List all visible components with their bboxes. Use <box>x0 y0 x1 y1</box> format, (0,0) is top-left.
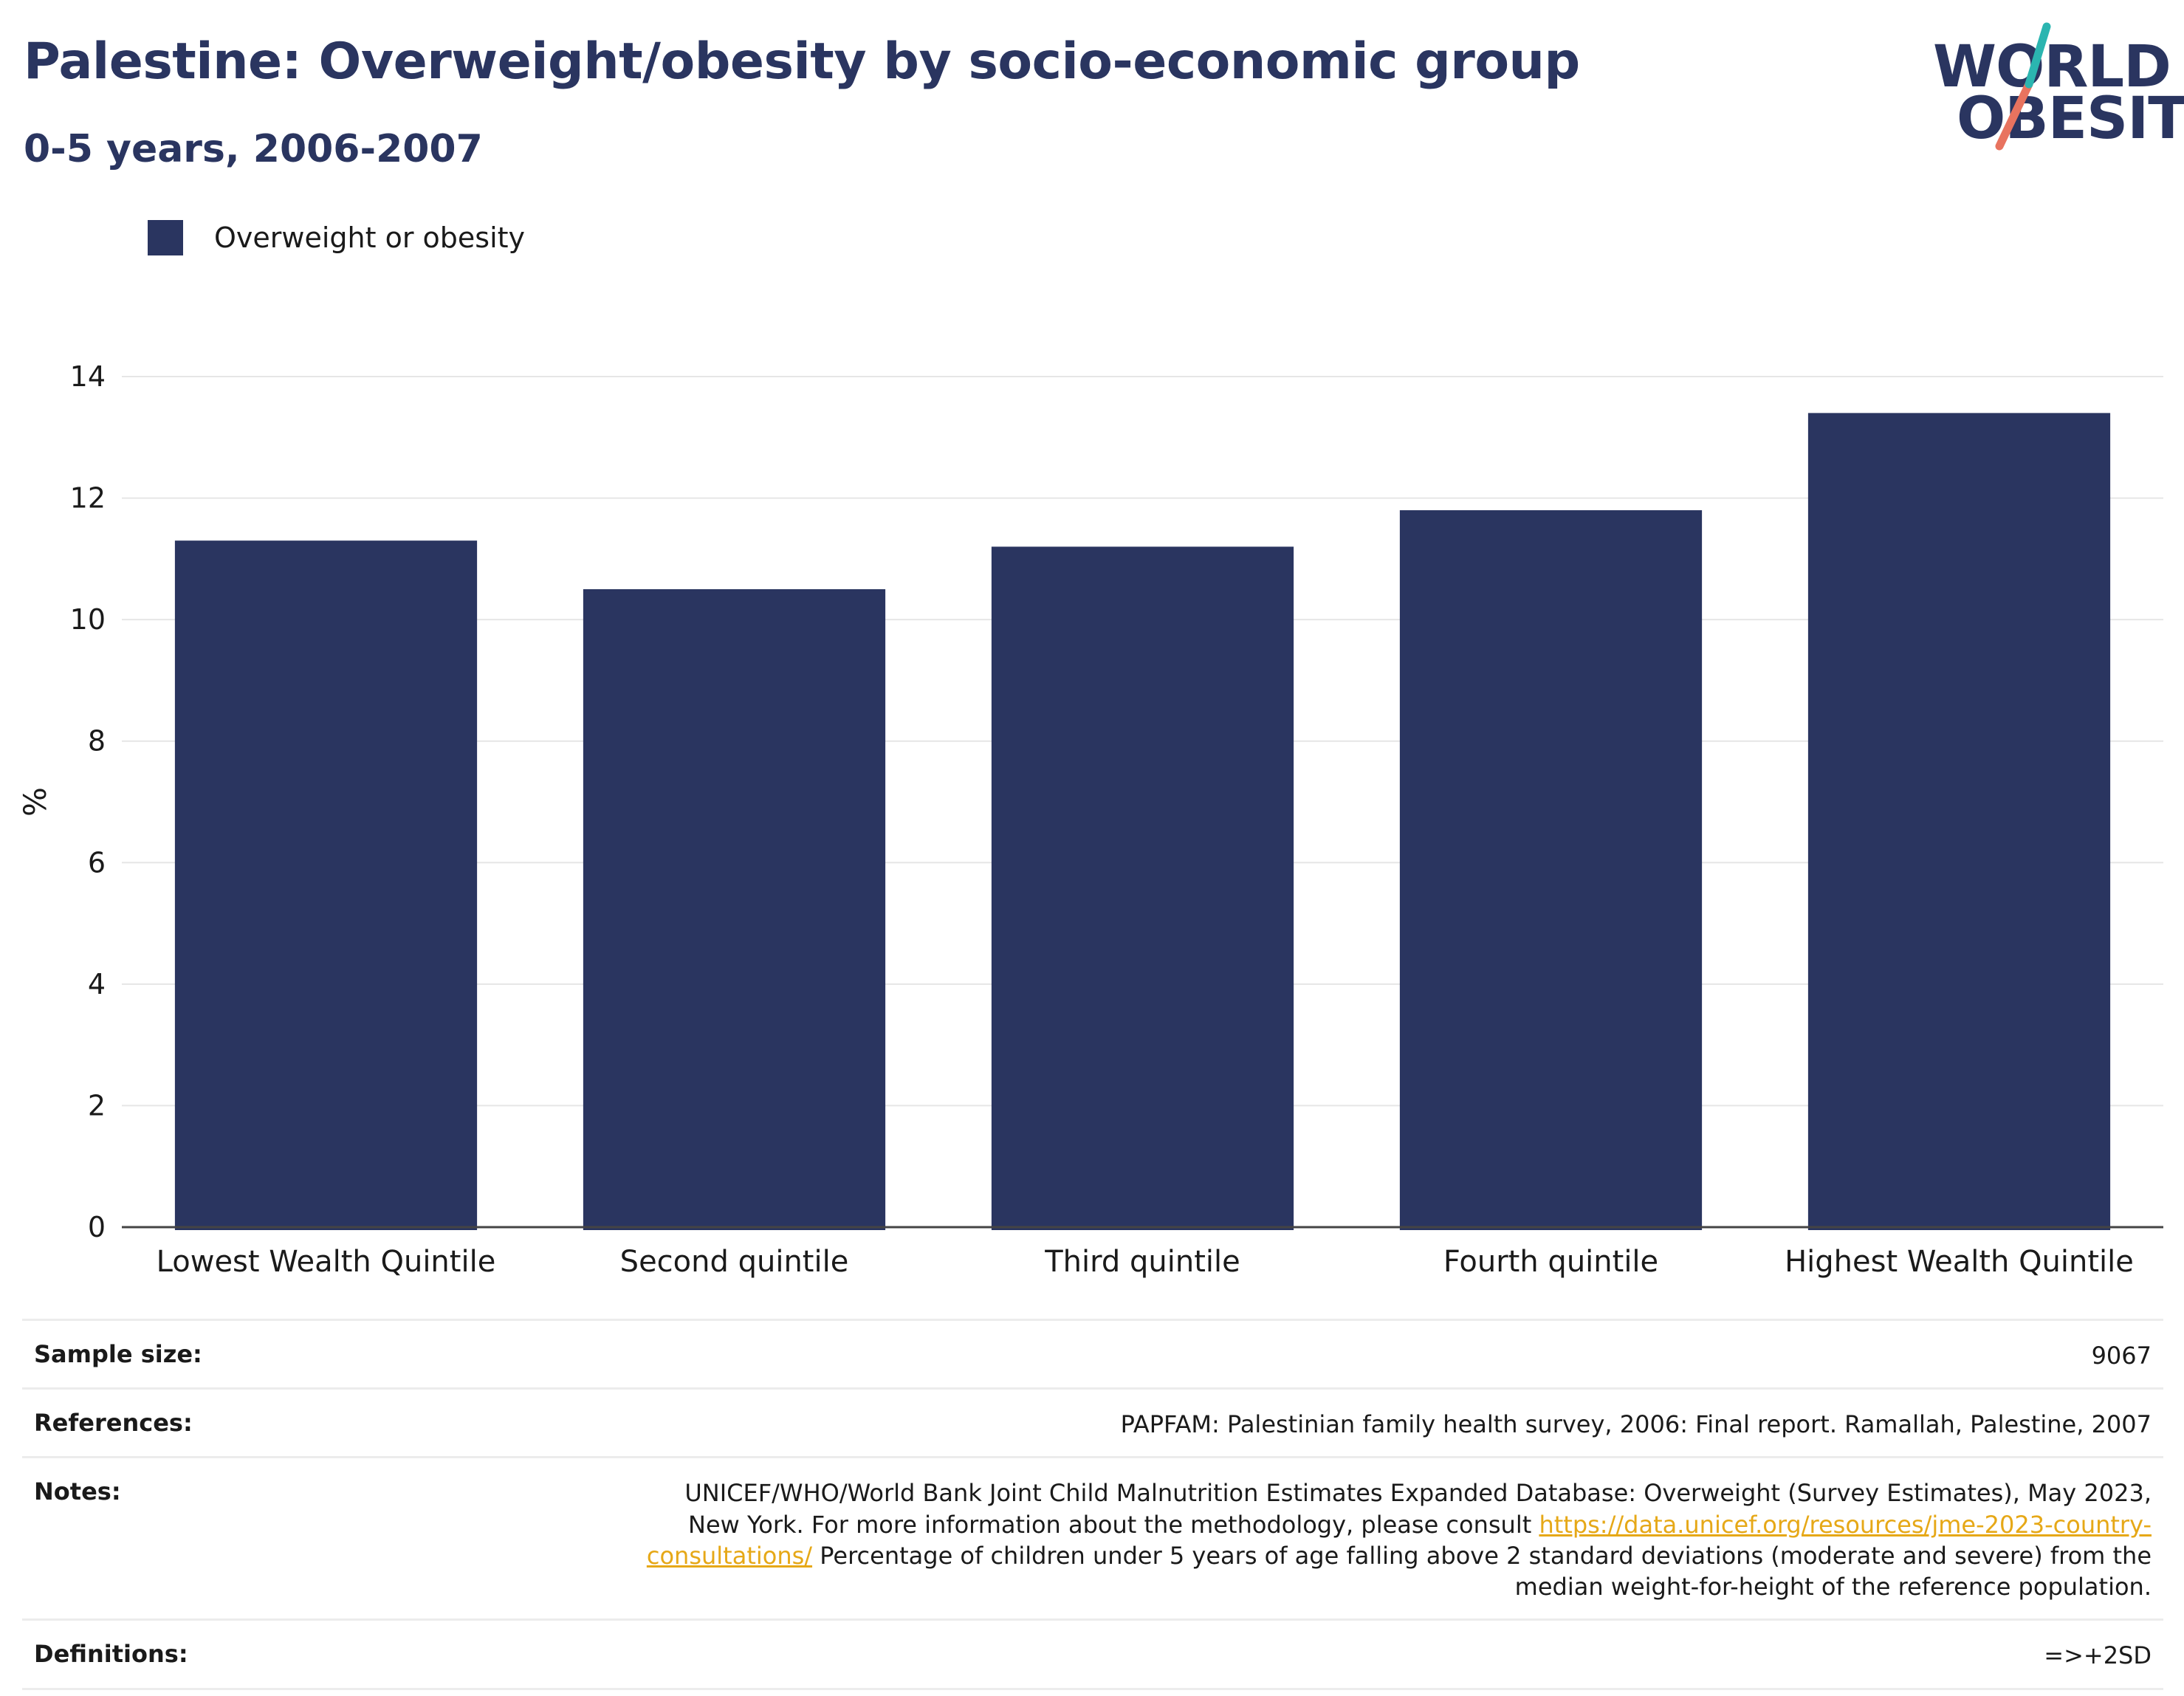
x-tick-label: Highest Wealth Quintile <box>1785 1245 2134 1279</box>
bar <box>991 546 1294 1230</box>
y-tick-label: 10 <box>70 603 106 636</box>
definitions-label: Definitions: <box>34 1640 188 1669</box>
chart-title: Palestine: Overweight/obesity by socio-e… <box>24 32 1580 91</box>
bar-chart: 0 2 4 6 8 10 12 14 Lowest Wealth Quintile Second … <box>17 360 2163 1279</box>
references-label: References: <box>34 1409 193 1438</box>
legend-swatch <box>148 220 183 255</box>
definitions-value: =>+2SD <box>2044 1641 2152 1670</box>
logo-word-obesity: OBESITY <box>1957 86 2184 152</box>
y-tick-label: 0 <box>88 1211 106 1243</box>
sample-size-row: Sample size: 9067 <box>22 1319 2163 1387</box>
y-tick-label: 2 <box>88 1089 106 1122</box>
legend-label: Overweight or obesity <box>214 222 526 254</box>
bar <box>1399 510 1703 1230</box>
x-tick-label: Lowest Wealth Quintile <box>157 1245 496 1279</box>
notes-value: UNICEF/WHO/World Bank Joint Child Malnut… <box>638 1477 2152 1602</box>
notes-row: Notes: UNICEF/WHO/World Bank Joint Child… <box>22 1456 2163 1618</box>
y-tick-label: 14 <box>70 360 106 393</box>
y-axis-label: % <box>17 787 53 817</box>
world-obesity-logo: WORLD OBESITY <box>1920 22 2184 162</box>
y-tick-label: 12 <box>70 482 106 515</box>
notes-text-2: Percentage of children under 5 years of … <box>812 1541 2152 1601</box>
sample-size-label: Sample size: <box>34 1340 202 1368</box>
logo-slash-icon <box>1995 22 2051 151</box>
notes-text-1: UNICEF/WHO/World Bank Joint Child Malnut… <box>684 1479 2152 1539</box>
notes-label: Notes: <box>34 1477 121 1506</box>
y-tick-label: 8 <box>88 725 106 758</box>
logo-word-world: WORLD <box>1933 34 2171 100</box>
notes-link[interactable]: https://data.unicef.org/resources/jme-20… <box>646 1510 2152 1570</box>
definitions-row: Definitions: =>+2SD <box>22 1618 2163 1690</box>
y-tick-label: 4 <box>88 968 106 1000</box>
sample-size-value: 9067 <box>2091 1342 2152 1370</box>
references-value: PAPFAM: Palestinian family health survey… <box>1120 1410 2152 1439</box>
chart-subtitle: 0-5 years, 2006-2007 <box>24 127 483 171</box>
x-tick-label: Fourth quintile <box>1443 1245 1658 1279</box>
bar <box>1807 413 2111 1230</box>
x-tick-label: Third quintile <box>1044 1245 1240 1279</box>
info-table: Sample size: 9067 References: PAPFAM: Pa… <box>22 1319 2163 1690</box>
y-tick-label: 6 <box>88 846 106 879</box>
references-row: References: PAPFAM: Palestinian family h… <box>22 1387 2163 1456</box>
x-tick-label: Second quintile <box>620 1245 849 1279</box>
bar <box>174 540 478 1230</box>
bar <box>583 589 886 1230</box>
chart-legend: Overweight or obesity <box>148 220 525 255</box>
